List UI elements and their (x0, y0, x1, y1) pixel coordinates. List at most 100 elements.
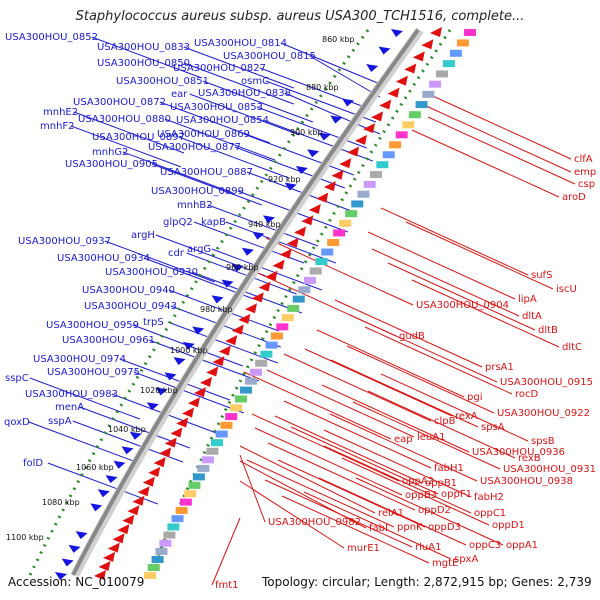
reverse-label-connector (323, 445, 472, 514)
reverse-gene-label[interactable]: dltB (538, 325, 558, 336)
reverse-gene-label[interactable]: clfA (574, 154, 593, 165)
reverse-gene-label[interactable]: csp (578, 179, 595, 190)
reverse-gene-label[interactable]: spsA (481, 422, 505, 433)
forward-gene-label[interactable]: USA300HOU_0974 (33, 354, 126, 365)
reverse-gene-label[interactable]: aroD (562, 192, 586, 203)
function-block (303, 276, 316, 284)
reverse-gene-label[interactable]: oppD2 (418, 505, 451, 516)
forward-gene-label[interactable]: USA300HOU_0897 (92, 132, 185, 143)
forward-gene-label[interactable]: menA (55, 402, 84, 413)
reverse-gene-label[interactable]: mgtE (432, 558, 458, 569)
forward-gene-label[interactable]: mnhB2 (177, 200, 213, 211)
forward-gene-label[interactable]: USA300HOU_0930 (105, 267, 198, 278)
forward-gene-label[interactable]: USA300HOU_0877 (148, 142, 241, 153)
forward-gene-label[interactable]: osmC (241, 76, 269, 87)
forward-gene-label[interactable]: USA300HOU_0833 (97, 42, 190, 53)
reverse-label-connector (264, 479, 413, 548)
forward-gene-label[interactable]: ear (171, 89, 188, 100)
reverse-gene-label[interactable]: dltA (522, 311, 542, 322)
forward-gene-label[interactable]: USA300HOU_0852 (5, 32, 98, 43)
forward-gene-label[interactable]: USA300HOU_0851 (116, 76, 209, 87)
reverse-gene-label[interactable]: eap (394, 434, 413, 445)
reverse-gene-label[interactable]: oppB3 (405, 490, 437, 501)
forward-gene-label[interactable]: kapB (201, 217, 226, 228)
forward-gene-label[interactable]: trpS (143, 317, 164, 328)
reverse-gene-label[interactable]: USA300HOU_0922 (497, 408, 590, 419)
reverse-gene-label[interactable]: rexB (518, 453, 541, 464)
forward-gene-label[interactable]: USA300HOU_0899 (151, 186, 244, 197)
reverse-gene-label[interactable]: rexA (455, 411, 478, 422)
forward-gene-label[interactable]: folD (23, 458, 43, 469)
forward-gene-label[interactable]: cdr (168, 248, 185, 259)
function-block (292, 295, 305, 303)
reverse-gene-label[interactable]: prsA1 (485, 362, 514, 373)
forward-gene-label[interactable]: USA300HOU_0905 (65, 159, 158, 170)
forward-gene-label[interactable]: sspA (48, 416, 72, 427)
forward-gene-label[interactable]: USA300HOU_0854 (176, 115, 269, 126)
reverse-gene-label[interactable]: USA300HOU_0904 (416, 300, 509, 311)
forward-gene-label[interactable]: argG (187, 244, 211, 255)
reverse-gene-label[interactable]: relA1 (378, 508, 404, 519)
reverse-gene-label[interactable]: clpB (434, 416, 456, 427)
forward-gene-label[interactable]: USA300HOU_0943 (84, 301, 177, 312)
forward-gene-label[interactable]: mnhE2 (43, 107, 78, 118)
reverse-gene-label[interactable]: fabH1 (434, 463, 464, 474)
reverse-gene-label[interactable]: pgi (467, 392, 482, 403)
reverse-gene-label[interactable]: USA300HOU_0982 (268, 517, 361, 528)
forward-gene-label[interactable]: qoxD (4, 417, 30, 428)
reverse-gene-label[interactable]: oppA2 (402, 476, 434, 487)
forward-gene-label[interactable]: USA300HOU_0814 (194, 38, 287, 49)
reverse-gene-label[interactable]: USA300HOU_0915 (500, 377, 593, 388)
reverse-gene-label[interactable]: USA300HOU_0938 (480, 476, 573, 487)
reverse-gene-label[interactable]: dltC (562, 342, 582, 353)
forward-gene-label[interactable]: USA300HOU_0827 (173, 63, 266, 74)
forward-gene-label[interactable]: USA300HOU_0961 (62, 335, 155, 346)
reverse-gene-label[interactable]: fmt1 (215, 580, 239, 591)
forward-gene-label[interactable]: USA300HOU_0853 (170, 102, 263, 113)
reverse-gene-label[interactable]: fabH2 (474, 492, 504, 503)
forward-gene-label[interactable]: USA300HOU_0838 (198, 88, 291, 99)
forward-gene-label[interactable]: USA300HOU_0937 (18, 236, 111, 247)
forward-gene-label[interactable]: USA300HOU_0975 (47, 367, 140, 378)
forward-gene-label[interactable]: USA300HOU_0815 (223, 51, 316, 62)
forward-gene-label[interactable]: sspC (5, 373, 29, 384)
forward-gene-label[interactable]: USA300HOU_0934 (57, 253, 150, 264)
forward-gene-arrow (192, 326, 205, 335)
forward-gene-label[interactable]: argH (131, 230, 155, 241)
reverse-gene-label[interactable]: fabI (369, 523, 388, 534)
reverse-gene-label[interactable]: ppnK (397, 522, 423, 533)
reverse-gene-label[interactable]: spxA (454, 554, 478, 565)
forward-gene-label[interactable]: USA300HOU_0850 (97, 58, 190, 69)
reverse-gene-label[interactable]: USA300HOU_0936 (472, 447, 565, 458)
forward-gene-label[interactable]: USA300HOU_0983 (25, 389, 118, 400)
forward-gene-label[interactable]: USA300HOU_0872 (73, 97, 166, 108)
forward-gene-label[interactable]: glpQ2 (163, 217, 193, 228)
forward-gene-label[interactable]: USA300HOU_0869 (157, 129, 250, 140)
reverse-gene-label[interactable]: oppC3 (469, 540, 501, 551)
reverse-gene-label[interactable]: sufS (531, 270, 552, 281)
reverse-gene-label[interactable]: oppB1 (425, 478, 457, 489)
reverse-gene-label[interactable]: oppA1 (506, 540, 538, 551)
forward-gene-label[interactable]: USA300HOU_0880 (78, 114, 171, 125)
reverse-gene-label[interactable]: gudB (399, 331, 425, 342)
reverse-gene-label[interactable]: iscU (556, 284, 577, 295)
forward-gene-label[interactable]: USA300HOU_0959 (46, 320, 139, 331)
forward-gene-label[interactable]: mnhG2 (92, 147, 129, 158)
reverse-gene-label[interactable]: oppD1 (492, 520, 525, 531)
reverse-gene-label[interactable]: oppD3 (428, 522, 461, 533)
reverse-gene-label[interactable]: rluA1 (415, 542, 441, 553)
reverse-gene-label[interactable]: oppC1 (474, 508, 506, 519)
forward-gene-label[interactable]: USA300HOU_0940 (82, 285, 175, 296)
reverse-gene-label[interactable]: leuA1 (417, 432, 445, 443)
forward-gene-label[interactable]: USA300HOU_0887 (160, 167, 253, 178)
reverse-gene-label[interactable]: emp (574, 167, 596, 178)
reverse-gene-label[interactable]: oppF1 (441, 489, 472, 500)
reverse-gene-label[interactable]: lipA (518, 294, 537, 305)
reverse-gene-label[interactable]: spsB (531, 436, 555, 447)
reverse-gene-label[interactable]: murE1 (347, 543, 380, 554)
reverse-gene-label[interactable]: rocD (515, 389, 539, 400)
forward-gene-label[interactable]: mnhF2 (40, 121, 75, 132)
forward-label-connector (155, 234, 266, 277)
reverse-gene-label[interactable]: USA300HOU_0931 (503, 464, 596, 475)
